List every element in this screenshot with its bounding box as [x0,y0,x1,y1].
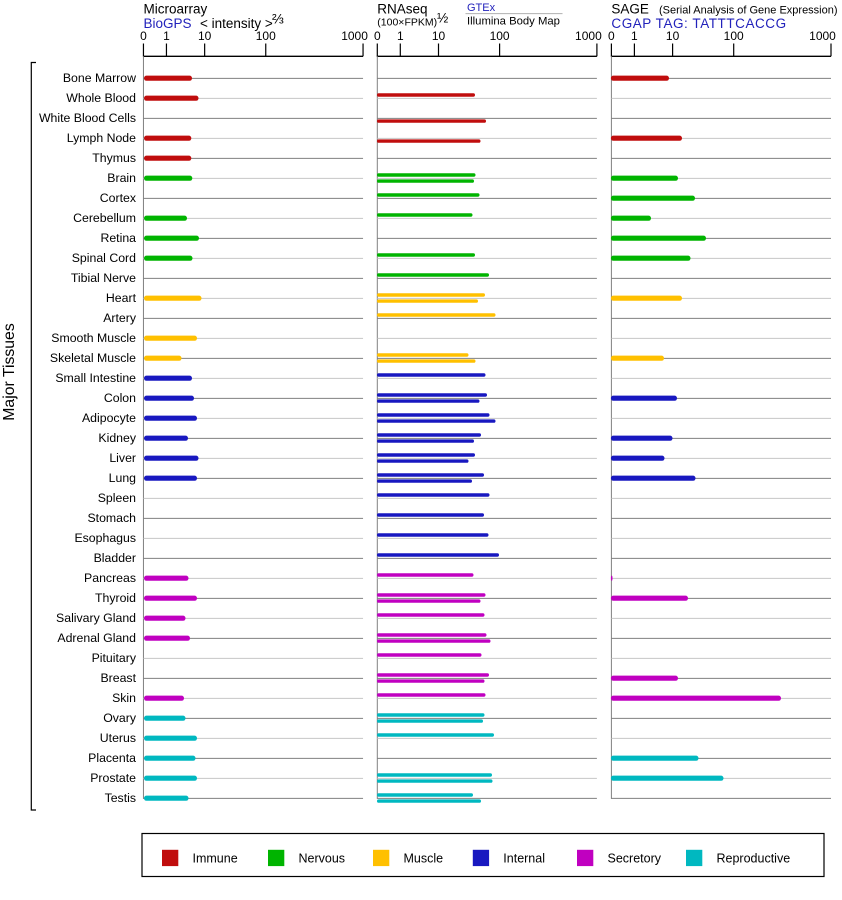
svg-text:Stomach: Stomach [87,511,136,525]
svg-text:(100×FPKM): (100×FPKM) [377,16,437,28]
svg-text:BioGPS: BioGPS [144,16,192,31]
svg-text:10: 10 [198,29,212,43]
svg-text:Lymph Node: Lymph Node [67,131,136,145]
svg-text:Whole Blood: Whole Blood [66,91,136,105]
svg-text:White Blood Cells: White Blood Cells [39,111,136,125]
svg-text:Pancreas: Pancreas [84,571,136,585]
svg-text:Bone Marrow: Bone Marrow [63,71,136,85]
svg-text:⅔: ⅔ [272,11,284,27]
svg-text:1: 1 [631,29,638,43]
svg-text:Microarray: Microarray [144,2,208,17]
svg-text:SAGE: SAGE [611,2,649,17]
svg-text:1000: 1000 [809,29,836,43]
svg-text:Internal: Internal [503,852,545,866]
svg-text:Bladder: Bladder [94,551,136,565]
svg-text:Colon: Colon [104,391,136,405]
svg-text:Muscle: Muscle [404,852,444,866]
svg-text:Reproductive: Reproductive [717,852,791,866]
svg-text:Spleen: Spleen [98,491,136,505]
svg-text:Uterus: Uterus [100,731,136,745]
svg-text:1000: 1000 [575,29,602,43]
svg-text:< intensity >: < intensity > [200,16,273,31]
svg-text:0: 0 [608,29,615,43]
svg-text:Prostate: Prostate [90,771,136,785]
svg-text:10: 10 [432,29,446,43]
svg-text:Skin: Skin [112,691,136,705]
svg-text:CGAP TAG: TATTTCACCG: CGAP TAG: TATTTCACCG [611,16,786,31]
svg-text:Retina: Retina [100,231,136,245]
svg-text:1: 1 [397,29,404,43]
svg-text:Heart: Heart [106,291,137,305]
svg-text:100: 100 [490,29,510,43]
svg-text:(Serial Analysis of Gene Expre: (Serial Analysis of Gene Expression) [659,5,838,17]
svg-text:10: 10 [666,29,680,43]
svg-text:Secretory: Secretory [608,852,662,866]
svg-text:Pituitary: Pituitary [92,651,137,665]
svg-text:Immune: Immune [193,852,238,866]
svg-text:Esophagus: Esophagus [74,531,136,545]
svg-text:RNAseq: RNAseq [377,2,427,17]
svg-text:Brain: Brain [107,171,136,185]
svg-text:Cortex: Cortex [100,191,137,205]
svg-text:Smooth Muscle: Smooth Muscle [51,331,136,345]
svg-text:Placenta: Placenta [88,751,136,765]
svg-text:Cerebellum: Cerebellum [73,211,136,225]
svg-text:Small Intestine: Small Intestine [55,371,136,385]
svg-text:100: 100 [256,29,276,43]
svg-text:Thyroid: Thyroid [95,591,136,605]
svg-text:Artery: Artery [103,311,137,325]
svg-text:Liver: Liver [109,451,136,465]
svg-text:Salivary Gland: Salivary Gland [56,611,136,625]
svg-text:Adrenal Gland: Adrenal Gland [57,631,136,645]
svg-text:Thymus: Thymus [92,151,136,165]
svg-text:0: 0 [140,29,147,43]
svg-text:Tibial Nerve: Tibial Nerve [71,271,136,285]
svg-text:Adipocyte: Adipocyte [82,411,136,425]
svg-text:Kidney: Kidney [98,431,136,445]
svg-text:Lung: Lung [109,471,137,485]
svg-text:Skeletal Muscle: Skeletal Muscle [50,351,136,365]
svg-text:Breast: Breast [100,671,136,685]
svg-text:1000: 1000 [341,29,368,43]
svg-text:Nervous: Nervous [299,852,346,866]
svg-text:Illumina Body Map: Illumina Body Map [467,16,560,28]
svg-text:1: 1 [163,29,170,43]
svg-text:GTEx: GTEx [467,2,496,14]
svg-text:Major Tissues: Major Tissues [1,323,18,421]
svg-text:Spinal Cord: Spinal Cord [72,251,136,265]
svg-text:Ovary: Ovary [103,711,137,725]
svg-text:0: 0 [374,29,381,43]
svg-text:Testis: Testis [105,791,136,805]
svg-text:100: 100 [724,29,744,43]
svg-text:½: ½ [437,11,448,26]
